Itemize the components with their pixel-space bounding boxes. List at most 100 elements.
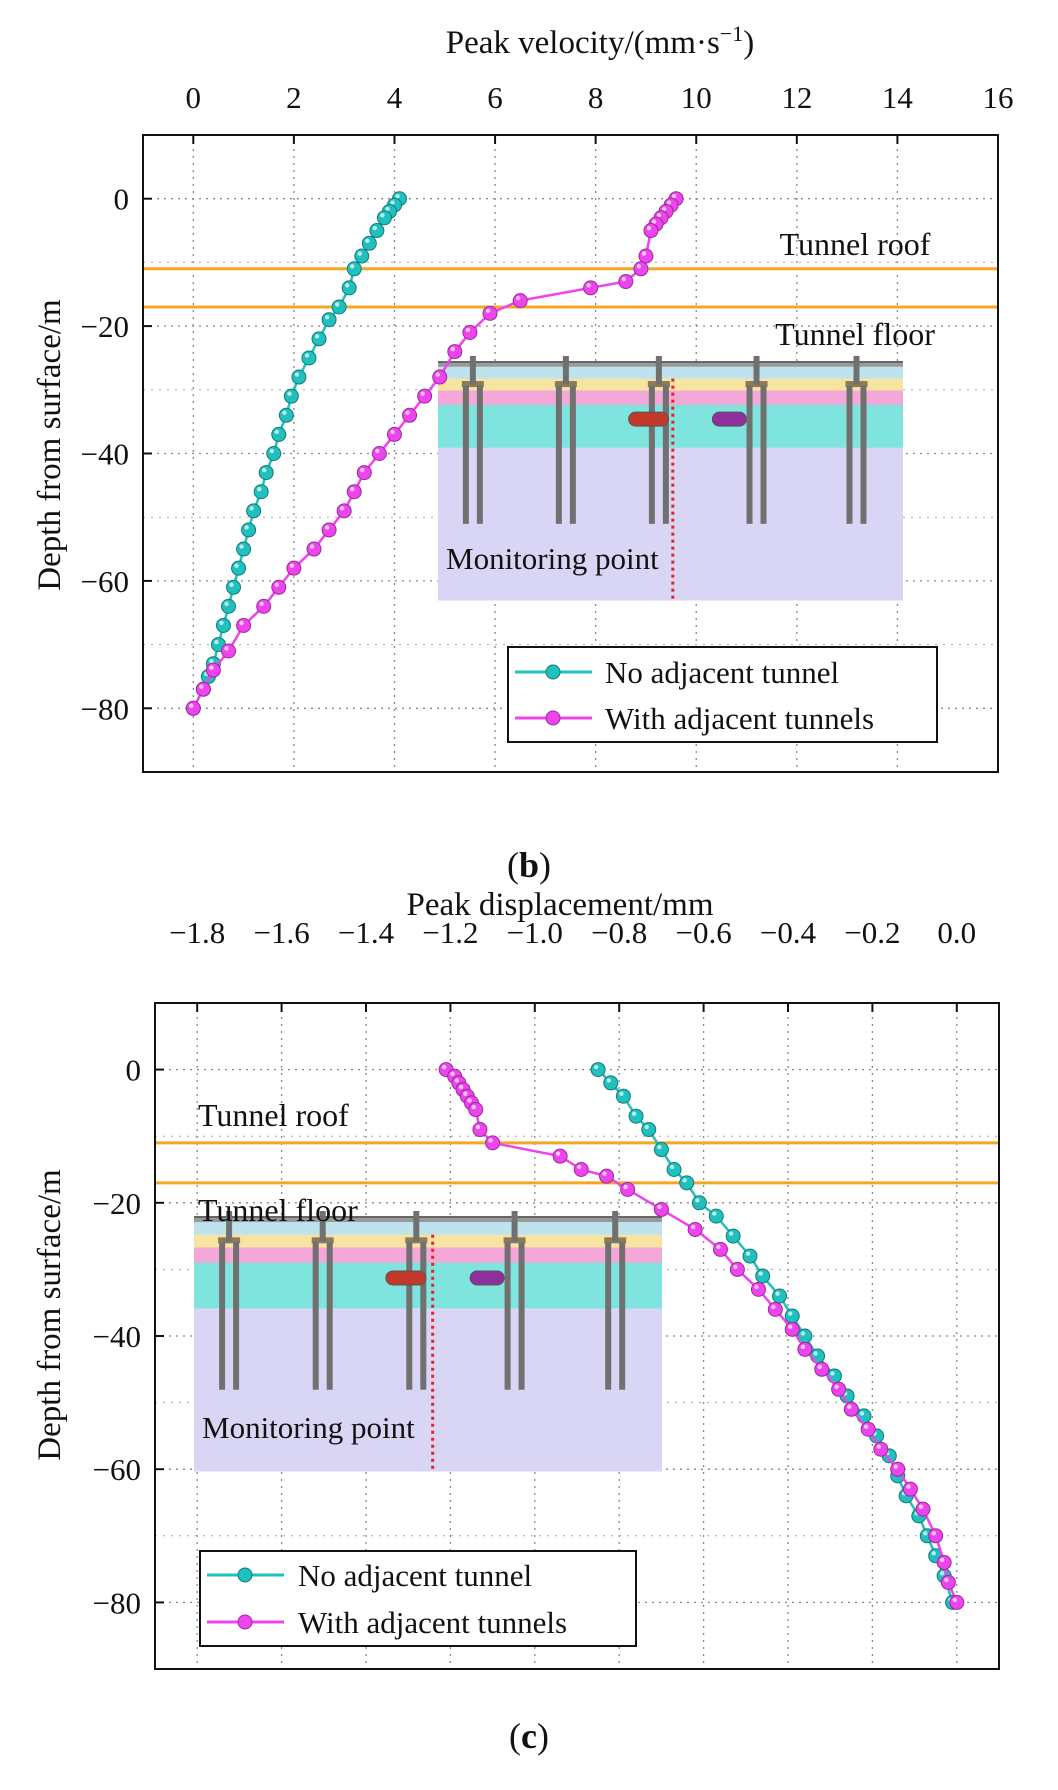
x-tick-label: −1.6 [253,915,309,950]
caption-b: (b) [507,845,551,885]
data-point-highlight [458,1084,464,1090]
data-point-highlight [339,506,345,511]
y-tick-label: 0 [126,1053,142,1088]
data-point-highlight [923,1531,928,1536]
data-point [573,1162,589,1177]
ticks-b: 0 2 4 6 8 10 12 14 16 0 −20 −40 −60 −80 [81,80,1014,726]
data-point-highlight [249,506,254,511]
pier-column [469,356,476,385]
data-point-highlight [380,213,385,218]
soil-layer [194,1217,662,1223]
legend-marker-b-c [237,1614,253,1630]
x-tick-label: 0.0 [937,915,976,950]
data-point-highlight [350,264,355,269]
plot-frame-b [142,134,999,773]
legend-label-a-b: No adjacent tunnel [605,655,839,690]
data-point [258,465,274,481]
data-point [221,643,236,659]
pile-shaft [476,385,483,524]
top-axis-title-b: Peak velocity/(mm·s−1) [446,21,754,62]
pile-shaft [746,385,753,524]
data-point [826,1368,842,1384]
data-point [432,369,448,385]
data-point-highlight [621,276,627,282]
legend-c: No adjacent tunnel With adjacent tunnels [199,1550,637,1647]
data-point [482,305,498,321]
legend-box-b [507,646,938,743]
y-tick-label: 0 [114,182,130,217]
data-point [354,248,370,264]
pile-shaft [420,1242,427,1390]
legend-b: No adjacent tunnel With adjacent tunnels [507,646,938,743]
data-point-highlight [830,1371,835,1376]
data-point-highlight [314,334,320,339]
data-point-highlight [788,1311,793,1316]
data-point [784,1308,800,1324]
y-axis-title-c: Depth from surface/m [32,1169,68,1461]
data-point [341,280,357,296]
data-point-highlight [405,410,410,415]
data-point [797,1341,813,1357]
data-point-highlight [631,1111,637,1116]
x-tick-label: 14 [882,80,914,115]
data-point-highlight [758,1271,763,1276]
ticks-c: −1.8 −1.6 −1.4 −1.2 −1.0 −0.8 −0.6 −0.4 −0.2 0.0 0… [93,915,977,1620]
data-point [241,522,257,538]
data-point [472,1122,488,1138]
data-point-highlight [287,391,292,396]
data-point-highlight [334,302,340,307]
data-point-highlight [324,315,330,320]
x-tick-label: −0.4 [760,915,817,950]
data-point-highlight [324,525,330,530]
x-tick-label: −0.2 [844,915,900,950]
y-tick-label: −20 [93,1186,141,1221]
data-point [376,210,392,226]
data-point [729,1261,745,1277]
tunnel-roof-label-c: Tunnel roof [198,1097,349,1133]
inset-diagram-b: Monitoring point [438,356,903,601]
data-point-highlight [454,1078,460,1083]
data-point [552,1148,568,1164]
data-point-highlight [259,601,264,607]
y-tick-label: −60 [81,564,129,599]
data-point-highlight [939,1571,945,1576]
data-point-highlight [294,372,300,377]
data-point [468,1102,484,1118]
legend-marker-b-b [545,710,561,726]
data-point-highlight [450,346,456,352]
data-point [620,1181,636,1197]
y-tick-label: −20 [81,309,129,344]
data-point [653,1142,669,1158]
data-point-highlight [244,525,249,530]
data-point-highlight [304,353,310,358]
data-point-highlight [274,429,279,435]
data-point [860,1421,876,1437]
legend-label-a-c: No adjacent tunnel [298,1558,532,1593]
pile-shaft [619,1242,626,1390]
pile-shaft [846,385,853,524]
top-axis-title-c: Peak displacement/mm [406,887,713,923]
data-point [890,1461,906,1477]
data-point-highlight [282,410,287,415]
data-point-highlight [661,206,667,212]
data-point-highlight [189,703,194,708]
data-point-highlight [669,1164,675,1170]
tunnel-left [628,411,670,427]
data-point [256,598,272,614]
pier-column [853,356,860,385]
data-point [306,541,322,557]
data-point-highlight [728,1231,734,1236]
data-point [810,1348,826,1364]
pile-shaft [233,1242,240,1390]
data-point-highlight [463,1091,468,1096]
data-point-highlight [813,1351,818,1356]
data-point-highlight [644,1124,649,1130]
data-point [653,1201,669,1217]
data-point [618,274,634,290]
data-point-highlight [733,1264,738,1270]
legend-label-b-b: With adjacent tunnels [605,701,874,736]
data-point [590,1062,606,1078]
x-tick-label: 10 [681,80,712,115]
data-point-highlight [395,194,400,199]
tunnel-roof-label-b: Tunnel roof [780,226,931,262]
